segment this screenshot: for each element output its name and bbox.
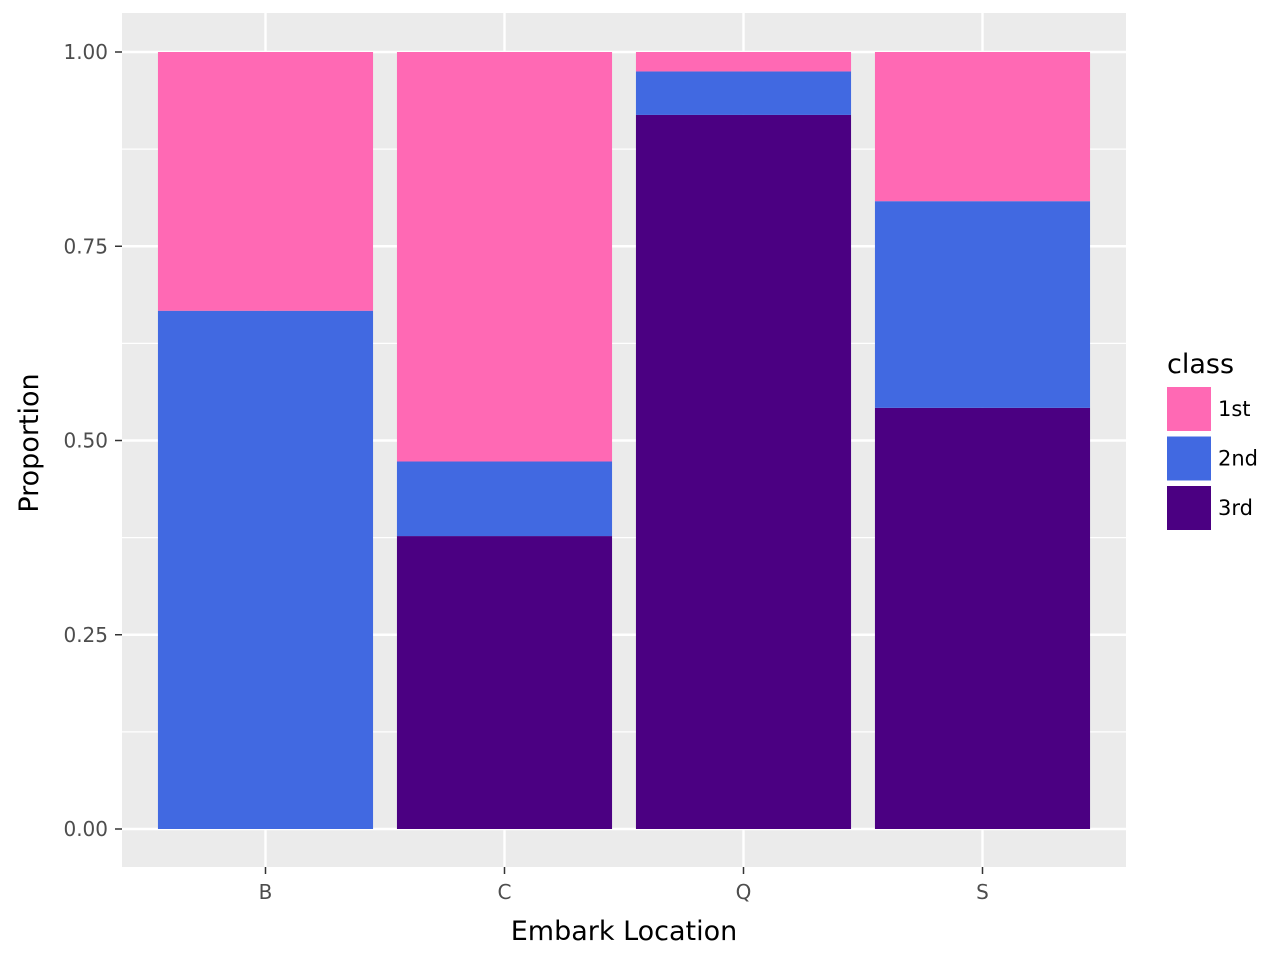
legend-label: 1st bbox=[1218, 397, 1251, 421]
bar-C-3rd bbox=[396, 536, 613, 829]
bar-Q-2nd bbox=[635, 71, 852, 115]
legend-key-1st bbox=[1167, 387, 1211, 431]
bar-B-1st bbox=[157, 52, 374, 311]
y-tick-label: 0.50 bbox=[63, 429, 108, 453]
legend-title: class bbox=[1167, 349, 1234, 380]
legend-key-3rd bbox=[1167, 486, 1211, 530]
bar-B-2nd bbox=[157, 310, 374, 830]
bar-Q-1st bbox=[635, 52, 852, 72]
y-axis: 0.00 0.25 0.50 0.75 1.00 bbox=[63, 40, 122, 841]
legend-key-2nd bbox=[1167, 436, 1211, 481]
x-tick-label: S bbox=[976, 880, 989, 904]
x-tick-label: B bbox=[259, 880, 273, 904]
legend: class 1st 2nd 3rd bbox=[1167, 349, 1258, 530]
y-axis-title: Proportion bbox=[14, 373, 45, 512]
bars bbox=[157, 52, 1091, 830]
x-tick-label: Q bbox=[736, 880, 752, 904]
bar-C-1st bbox=[396, 52, 613, 462]
legend-label: 2nd bbox=[1218, 447, 1258, 471]
bar-C-2nd bbox=[396, 461, 613, 537]
y-tick-label: 1.00 bbox=[63, 40, 108, 64]
y-tick-label: 0.00 bbox=[63, 817, 108, 841]
bar-S-3rd bbox=[874, 407, 1091, 829]
x-tick-label: C bbox=[498, 880, 512, 904]
legend-label: 3rd bbox=[1218, 496, 1253, 520]
bar-Q-3rd bbox=[635, 114, 852, 829]
bar-S-1st bbox=[874, 52, 1091, 202]
x-axis-title: Embark Location bbox=[511, 916, 738, 947]
y-tick-label: 0.25 bbox=[63, 623, 108, 647]
bar-S-2nd bbox=[874, 201, 1091, 408]
y-tick-label: 0.75 bbox=[63, 234, 108, 258]
